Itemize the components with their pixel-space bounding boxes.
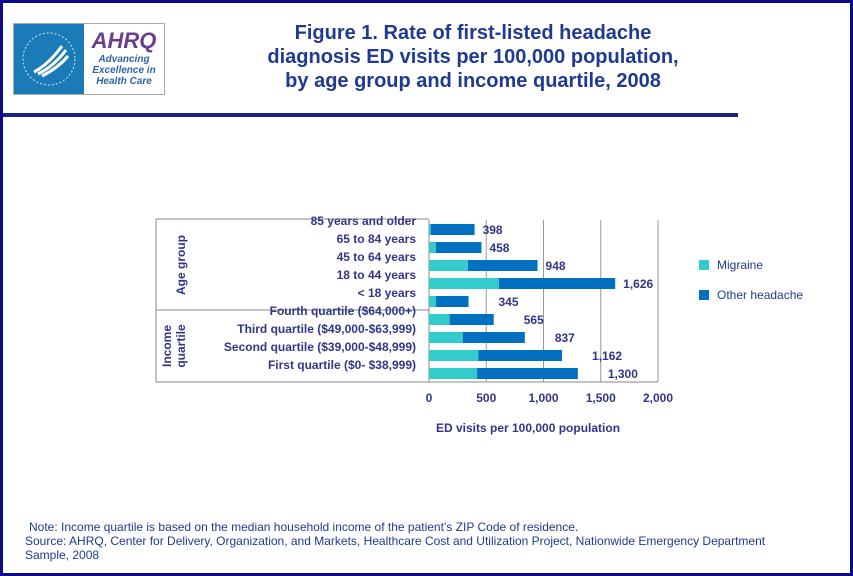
bar-other-headache (478, 350, 563, 361)
data-label: 565 (524, 313, 544, 327)
data-label: 948 (546, 259, 566, 273)
footnote: Note: Income quartile is based on the me… (29, 520, 579, 534)
source-note: Source: AHRQ, Center for Delivery, Organ… (25, 534, 766, 562)
category-label: 65 to 84 years (337, 232, 417, 246)
x-tick-label: 1,000 (528, 391, 558, 405)
logo-tagline: Health Care (96, 76, 152, 87)
data-label: 345 (499, 295, 519, 309)
x-axis-title: ED visits per 100,000 population (436, 421, 620, 435)
bar-migraine (429, 350, 479, 361)
category-label: First quartile ($0- $38,999) (268, 358, 416, 372)
bar-other-headache (498, 278, 616, 289)
bar-other-headache (435, 242, 482, 253)
bar-other-headache (467, 260, 538, 271)
title-line: by age group and income quartile, 2008 (285, 70, 661, 92)
bar-migraine (429, 224, 431, 235)
hhs-eagle-icon (14, 24, 84, 94)
bar-other-headache (449, 314, 494, 325)
title-line: Figure 1. Rate of first-listed headache (294, 22, 652, 44)
group-label: Income (160, 325, 174, 367)
header-divider (3, 113, 738, 117)
bar-chart: 0 500 1,000 1,500 2,000 Age group Income quarti… (155, 214, 673, 435)
legend-label: Other headache (717, 288, 804, 302)
bar-migraine (429, 296, 436, 307)
bar-other-headache (435, 296, 469, 307)
title-line: diagnosis ED visits per 100,000 populati… (267, 46, 679, 68)
group-label: Age group (174, 235, 188, 295)
category-label: 45 to 64 years (337, 250, 417, 264)
bar-migraine (429, 314, 450, 325)
data-label: 837 (555, 331, 575, 345)
x-tick-label: 1,500 (586, 391, 616, 405)
legend-item-other-headache: Other headache (699, 288, 803, 302)
bar-migraine (429, 332, 463, 343)
logo-tagline: Advancing (98, 54, 150, 65)
bar-other-headache (462, 332, 525, 343)
category-label: < 18 years (358, 286, 417, 300)
logo-tagline: Excellence in (92, 65, 156, 76)
bar-migraine (429, 368, 478, 379)
ahrq-brand: AHRQ (91, 28, 157, 53)
legend-label: Migraine (717, 258, 764, 272)
legend-swatch (699, 290, 709, 300)
bar-migraine (429, 260, 468, 271)
bar-migraine (429, 242, 436, 253)
ahrq-logo: AHRQ Advancing Excellence in Health Care (13, 23, 165, 95)
category-label: Second quartile ($39,000-$48,999) (224, 340, 416, 354)
data-label: 398 (483, 223, 503, 237)
data-label: 1,300 (608, 367, 638, 381)
category-label: Fourth quartile ($64,000+) (270, 304, 416, 318)
x-tick-label: 2,000 (643, 391, 673, 405)
category-label: 85 years and older (311, 214, 417, 228)
bar-other-headache (477, 368, 578, 379)
group-label: quartile (174, 324, 188, 368)
legend-item-migraine: Migraine (699, 258, 763, 272)
bar-other-headache (430, 224, 475, 235)
x-tick-label: 0 (426, 391, 433, 405)
x-tick-label: 500 (476, 391, 496, 405)
category-label: Third quartile ($49,000-$63,999) (237, 322, 416, 336)
chart-title: Figure 1. Rate of first-listed headache … (233, 21, 713, 93)
data-label: 1,162 (592, 349, 622, 363)
data-label: 1,626 (623, 277, 653, 291)
data-label: 458 (489, 241, 509, 255)
bar-migraine (429, 278, 499, 289)
category-label: 18 to 44 years (337, 268, 417, 282)
legend-swatch (699, 260, 709, 270)
